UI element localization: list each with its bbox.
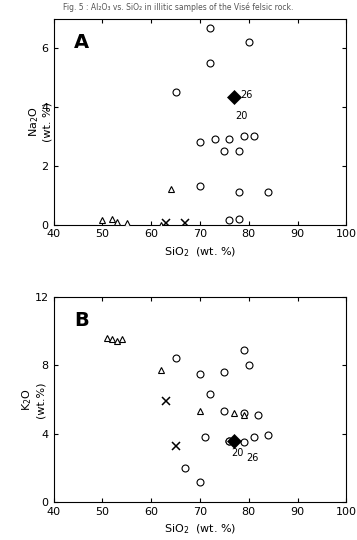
X-axis label: SiO$_2$  (wt. %): SiO$_2$ (wt. %) bbox=[164, 523, 236, 536]
Text: 26: 26 bbox=[246, 454, 258, 463]
Text: B: B bbox=[74, 311, 89, 330]
Text: A: A bbox=[74, 33, 89, 52]
Text: 26: 26 bbox=[240, 90, 252, 100]
Text: 20: 20 bbox=[232, 448, 244, 458]
X-axis label: SiO$_2$  (wt. %): SiO$_2$ (wt. %) bbox=[164, 245, 236, 259]
Text: 20: 20 bbox=[236, 111, 248, 122]
Y-axis label: K$_2$O
(wt.%): K$_2$O (wt.%) bbox=[20, 381, 46, 417]
Y-axis label: Na$_2$O
(wt. %): Na$_2$O (wt. %) bbox=[27, 102, 53, 141]
Text: Fig. 5 : Al₂O₃ vs. SiO₂ in illitic samples of the Visé felsic rock.: Fig. 5 : Al₂O₃ vs. SiO₂ in illitic sampl… bbox=[63, 3, 294, 12]
